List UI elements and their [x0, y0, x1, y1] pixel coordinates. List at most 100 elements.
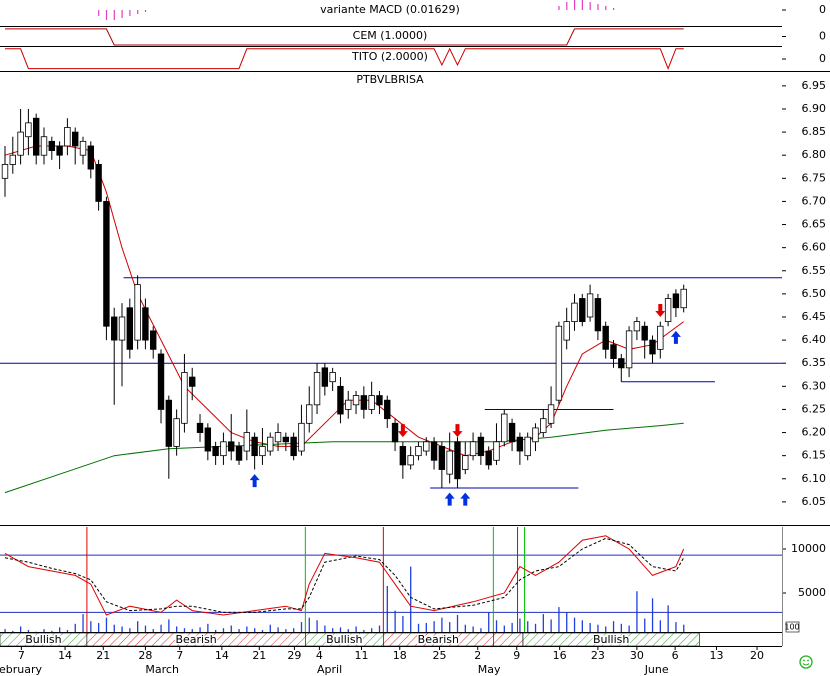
y-tick-label: 6.35: [802, 356, 827, 369]
candle-body: [446, 450, 453, 475]
candle-body: [165, 399, 173, 447]
signal-arrow: [444, 492, 455, 506]
month-label: April: [317, 663, 342, 676]
candle-body: [352, 395, 360, 406]
volume-bar: [675, 622, 677, 632]
volume-bar: [59, 627, 61, 632]
volume-bar: [238, 629, 240, 632]
month-label: March: [145, 663, 179, 676]
candle-body: [657, 325, 664, 350]
x-tick-label: 25: [433, 649, 447, 662]
x-tick-label: 16: [553, 649, 567, 662]
x-tick-label: 7: [18, 649, 25, 662]
candle-body: [384, 399, 391, 420]
x-tick-label: 21: [96, 649, 110, 662]
series-line: [4, 537, 685, 613]
candle-body: [376, 395, 383, 406]
candle-body: [212, 446, 219, 457]
volume-bar: [51, 630, 53, 632]
candle-body: [532, 427, 539, 443]
volume-bar: [254, 628, 256, 632]
x-tick-label: 7: [176, 649, 183, 662]
x-tick-label: 2: [474, 649, 481, 662]
volume-bar: [597, 624, 599, 632]
volume-bar: [386, 585, 388, 632]
volume-bar: [355, 626, 357, 632]
candle-body: [649, 339, 656, 355]
candle-body: [462, 455, 469, 470]
band-label: Bearish: [418, 633, 459, 646]
y-tick-label: 6.30: [802, 379, 827, 392]
candle-body: [524, 436, 531, 457]
month-label: June: [644, 663, 669, 676]
volume-bar: [581, 620, 583, 632]
macd-bar: [566, 1, 568, 10]
candle-body: [79, 140, 87, 156]
x-tick-label: 30: [630, 649, 644, 662]
x-tick-label: 11: [355, 649, 369, 662]
signal-arrow: [670, 330, 681, 344]
candle-body: [95, 164, 102, 202]
volume-bar: [66, 629, 69, 632]
candle-body: [586, 293, 594, 318]
candle-body: [251, 436, 258, 457]
volume-bar: [449, 622, 451, 632]
candle-body: [563, 321, 570, 341]
band-label: Bullish: [326, 633, 362, 646]
volume-bar: [620, 623, 622, 632]
panel-title: variante MACD (0.01629): [320, 3, 460, 16]
volume-bar: [542, 614, 544, 632]
band-label: Bullish: [593, 633, 629, 646]
x-tick-label: 21: [252, 649, 266, 662]
candle-body: [508, 422, 516, 443]
candle-body: [259, 446, 266, 457]
volume-bar: [300, 622, 303, 632]
volume-bar: [394, 610, 396, 632]
y-tick-label: 6.75: [802, 171, 827, 184]
volume-bar: [316, 620, 318, 632]
x-tick-label: 14: [215, 649, 229, 662]
x-tick-label: 20: [750, 649, 764, 662]
signal-arrow: [655, 303, 666, 317]
panel-title: TITO (2.0000): [351, 50, 428, 63]
candle-body: [454, 441, 461, 480]
volume-bar: [12, 630, 14, 632]
y-tick-label: 6.45: [802, 310, 827, 323]
candle-body: [664, 298, 672, 323]
candle-body: [87, 145, 95, 170]
x-tick-label: 9: [513, 649, 520, 662]
volume-bar: [293, 628, 295, 632]
candle-body: [282, 436, 290, 443]
y-tick-label: 6.80: [802, 148, 827, 161]
signal-band: [493, 632, 524, 647]
volume-bar: [402, 615, 404, 632]
y-tick-label: 6.40: [802, 333, 827, 346]
macd-bar: [113, 10, 115, 20]
y-tick-label: 6.10: [802, 472, 827, 485]
y-tick-label: 6.95: [802, 79, 827, 92]
candle-body: [493, 441, 500, 461]
volume-bar: [378, 625, 381, 632]
volume-bar: [191, 629, 193, 632]
volume-bar: [19, 626, 22, 632]
candle-body: [64, 127, 71, 147]
candle-body: [618, 358, 625, 369]
candle-body: [72, 131, 79, 147]
candle-body: [306, 404, 313, 424]
candle-body: [313, 372, 321, 406]
candle-body: [243, 432, 251, 452]
volume-bar: [417, 623, 420, 632]
volume-bar: [222, 628, 225, 632]
volume-bar: [183, 628, 186, 632]
candle-body: [290, 436, 297, 457]
candle-body: [329, 372, 336, 383]
candle-body: [680, 288, 687, 309]
candle-body: [625, 330, 633, 369]
volume-bar: [558, 607, 560, 632]
x-tick-label: 29: [287, 649, 301, 662]
macd-bar: [612, 8, 615, 10]
candle-body: [298, 422, 305, 452]
band-label: Bullish: [25, 633, 61, 646]
panel-borders: [0, 26, 830, 647]
volume-bar: [152, 629, 154, 632]
